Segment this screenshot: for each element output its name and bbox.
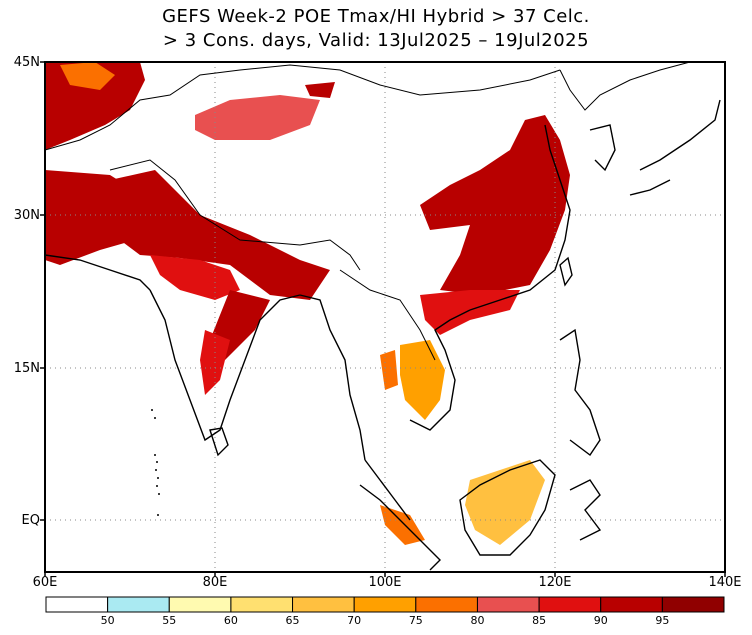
legend-swatch (107, 596, 170, 613)
legend-swatch (600, 596, 663, 613)
region-north-india (110, 170, 330, 300)
legend-swatch (292, 596, 355, 613)
lat-label-15n: 15N (13, 361, 40, 376)
region-tarim (195, 95, 320, 140)
lon-label-120e: 120E (538, 575, 572, 590)
legend-swatch (415, 596, 478, 613)
lon-label-140e: 140E (708, 575, 742, 590)
lat-label-30n: 30N (13, 208, 40, 223)
legend-swatch (168, 596, 232, 613)
legend-tick-label: 60 (224, 614, 238, 627)
legend-swatch (45, 596, 109, 613)
legend-tick-label: 75 (409, 614, 423, 627)
island-dots (151, 409, 160, 516)
map-title-line1: GEFS Week-2 POE Tmax/HI Hybrid > 37 Celc… (162, 6, 590, 27)
lon-label-60e: 60E (32, 575, 58, 590)
legend-tick-label: 95 (655, 614, 669, 627)
legend-tick-label: 65 (286, 614, 300, 627)
lat-label-45n: 45N (13, 55, 40, 70)
legend-tick-label: 80 (470, 614, 484, 627)
legend-swatch (353, 596, 417, 613)
region-indochina (400, 340, 445, 420)
legend-swatch (230, 596, 294, 613)
probability-shading (45, 62, 570, 545)
legend-tick-label: 50 (101, 614, 115, 627)
axis-ticks (40, 61, 726, 577)
region-central-asia-edge (60, 62, 115, 90)
legend-swatch (476, 596, 540, 613)
legend-swatch (661, 596, 725, 613)
coastlines (45, 62, 721, 571)
region-mongolia-spot (305, 82, 335, 98)
region-myanmar-coast (380, 350, 398, 390)
region-central-india (150, 255, 240, 300)
legend-tick-label: 85 (532, 614, 546, 627)
region-borneo (465, 460, 545, 545)
lon-label-100e: 100E (368, 575, 402, 590)
region-sumatra (380, 505, 425, 545)
map-title-line2: > 3 Cons. days, Valid: 13Jul2025 – 19Jul… (162, 30, 590, 51)
legend-tick-label: 55 (162, 614, 176, 627)
lat-label-eq: EQ (21, 513, 40, 528)
legend-tick-label: 70 (347, 614, 361, 627)
legend-tick-label: 90 (594, 614, 608, 627)
lon-label-80e: 80E (202, 575, 228, 590)
region-east-china (420, 115, 570, 295)
legend-swatch (538, 596, 602, 613)
